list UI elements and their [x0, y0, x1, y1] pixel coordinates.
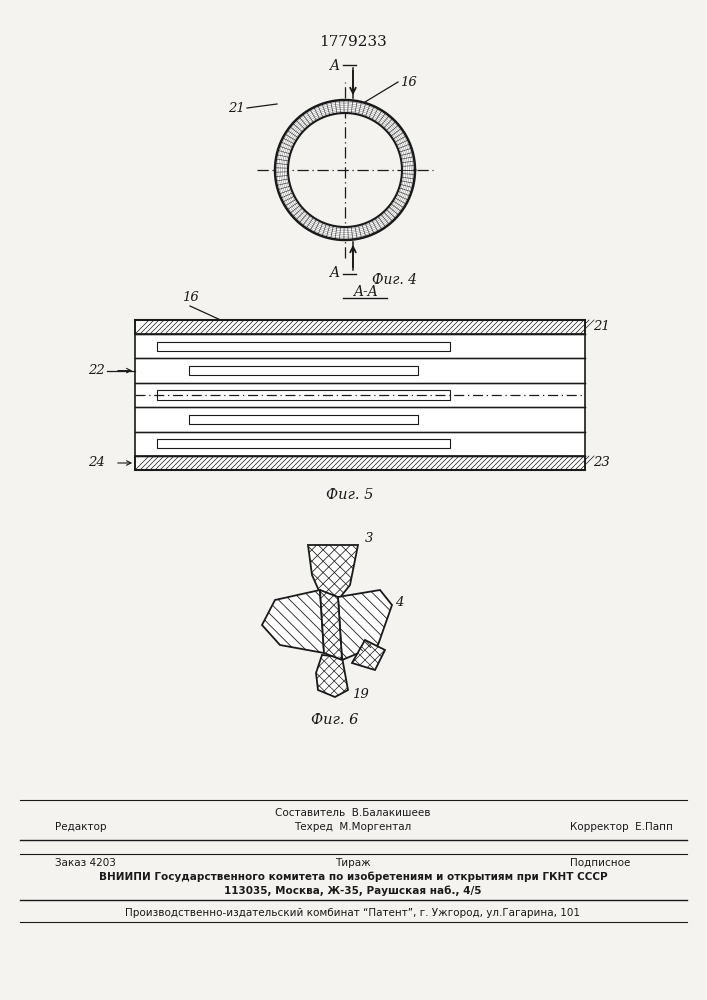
- Polygon shape: [262, 590, 324, 653]
- Text: Производственно-издательский комбинат “Патент”, г. Ужгород, ул.Гагарина, 101: Производственно-издательский комбинат “П…: [126, 908, 580, 918]
- Text: Тираж: Тираж: [335, 858, 370, 868]
- Text: 23: 23: [593, 456, 609, 470]
- Text: 16: 16: [345, 596, 362, 609]
- Text: 1779233: 1779233: [319, 35, 387, 49]
- Bar: [158, 342, 450, 351]
- Text: Редактор: Редактор: [55, 822, 107, 832]
- Bar: [135, 320, 585, 334]
- Text: Техред  М.Моргентал: Техред М.Моргентал: [294, 822, 411, 832]
- Text: Подписное: Подписное: [570, 858, 631, 868]
- Bar: [158, 390, 450, 400]
- Text: 16: 16: [400, 76, 416, 89]
- Text: 24: 24: [88, 456, 105, 470]
- Bar: [189, 366, 419, 375]
- Text: 16: 16: [182, 291, 199, 304]
- Polygon shape: [320, 590, 342, 660]
- Text: A: A: [329, 266, 339, 280]
- Text: 21: 21: [593, 320, 609, 334]
- Polygon shape: [275, 100, 415, 240]
- Text: Корректор  Е.Папп: Корректор Е.Папп: [570, 822, 673, 832]
- Text: A: A: [329, 59, 339, 73]
- Text: 22: 22: [88, 364, 105, 377]
- Bar: [189, 415, 419, 424]
- Bar: [135, 456, 585, 470]
- Polygon shape: [308, 545, 358, 600]
- Text: Фиг. 4: Фиг. 4: [373, 273, 418, 287]
- Text: 4: 4: [395, 596, 404, 609]
- Text: ВНИИПИ Государственного комитета по изобретениям и открытиям при ГКНТ СССР: ВНИИПИ Государственного комитета по изоб…: [99, 872, 607, 882]
- Polygon shape: [316, 655, 348, 697]
- Text: Фиг. 6: Фиг. 6: [311, 713, 358, 727]
- Bar: [135, 334, 585, 456]
- Text: 19: 19: [352, 688, 369, 702]
- Text: Заказ 4203: Заказ 4203: [55, 858, 116, 868]
- Text: 113035, Москва, Ж-35, Раушская наб., 4/5: 113035, Москва, Ж-35, Раушская наб., 4/5: [224, 885, 481, 896]
- Text: Составитель  В.Балакишеев: Составитель В.Балакишеев: [275, 808, 431, 818]
- Text: Фиг. 5: Фиг. 5: [327, 488, 374, 502]
- Polygon shape: [338, 590, 392, 660]
- Text: 21: 21: [228, 102, 245, 114]
- Text: 3: 3: [365, 532, 373, 546]
- Bar: [158, 439, 450, 448]
- Text: A-A: A-A: [353, 285, 378, 299]
- Polygon shape: [352, 640, 385, 670]
